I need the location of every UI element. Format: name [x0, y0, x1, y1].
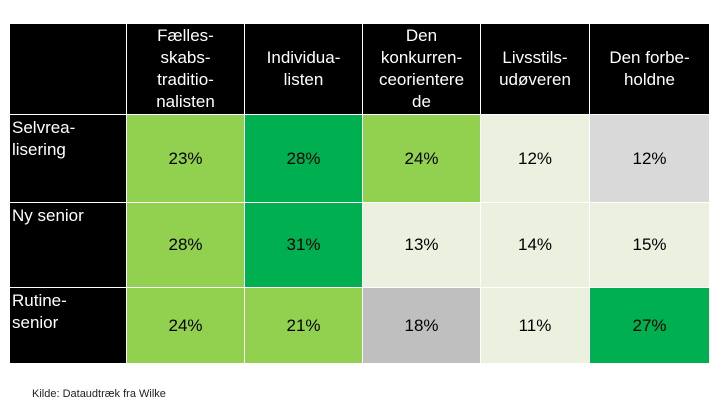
value-cell: 24% [363, 115, 481, 203]
value-cell: 27% [590, 288, 710, 364]
value-cell: 11% [481, 288, 590, 364]
source-note: Kilde: Dataudtræk fra Wilke [32, 388, 166, 400]
row-header: Selvrea- lisering [10, 115, 127, 203]
value-cell: 21% [245, 288, 363, 364]
column-header: Individua- listen [245, 24, 363, 115]
value-cell: 18% [363, 288, 481, 364]
value-cell: 24% [127, 288, 245, 364]
value-cell: 13% [363, 203, 481, 288]
row-header: Ny senior [10, 203, 127, 288]
value-cell: 14% [481, 203, 590, 288]
value-cell: 28% [245, 115, 363, 203]
value-cell: 15% [590, 203, 710, 288]
column-header: Livsstils- udøveren [481, 24, 590, 115]
column-header: Fælles- skabs- traditio- nalisten [127, 24, 245, 115]
value-cell: 12% [590, 115, 710, 203]
value-cell: 23% [127, 115, 245, 203]
value-cell: 12% [481, 115, 590, 203]
value-cell: 31% [245, 203, 363, 288]
column-header: Den konkurren- ceorientere de [363, 24, 481, 115]
heatmap-table: Fælles- skabs- traditio- nalisten Individ… [10, 24, 710, 364]
row-header: Rutine- senior [10, 288, 127, 364]
corner-cell [10, 24, 127, 115]
column-header: Den forbe- holdne [590, 24, 710, 115]
value-cell: 28% [127, 203, 245, 288]
